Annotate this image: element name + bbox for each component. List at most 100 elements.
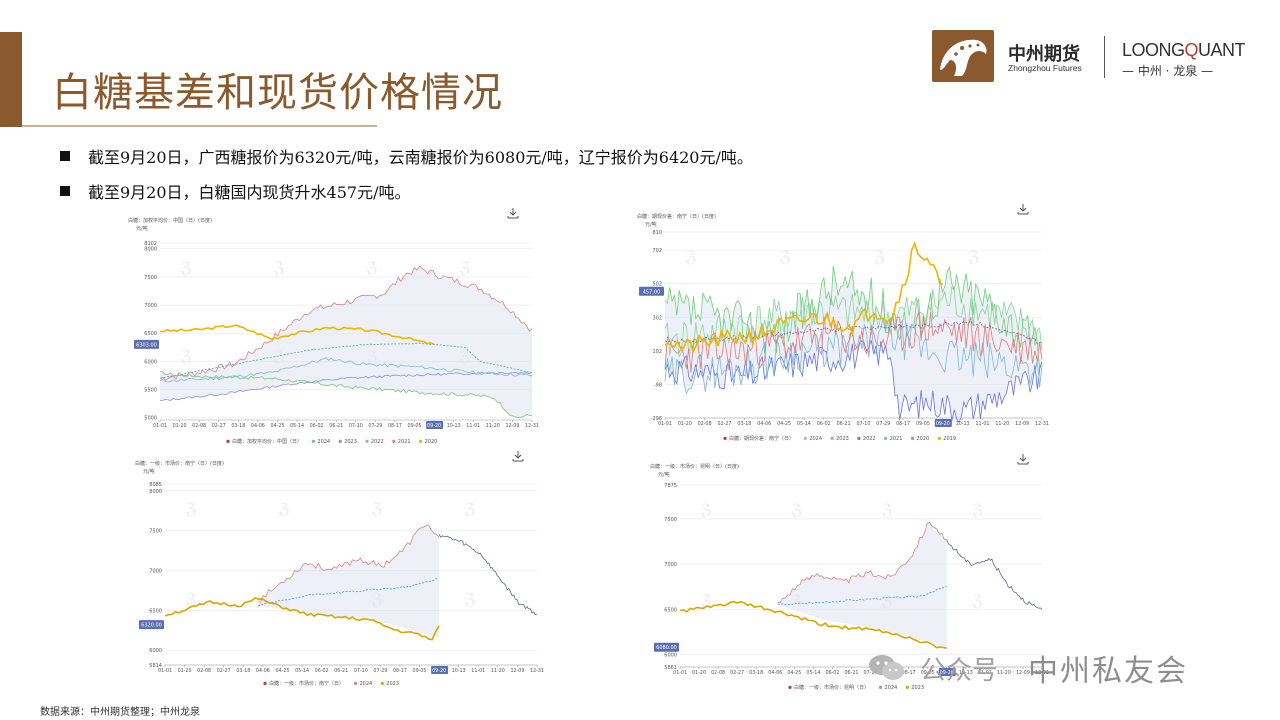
y-tick-label: 6500	[149, 608, 162, 614]
x-tick-label: 03-18	[236, 668, 250, 674]
chart-svg: 白糖：加权平均价：中国（日）(日度)元/吨ℨℨℨℨℨℨℨℨ81028000750…	[128, 208, 539, 445]
x-tick-label: 06-02	[310, 423, 324, 429]
bullet-square	[60, 151, 70, 161]
series-line-2024	[159, 324, 435, 345]
download-icon[interactable]	[1017, 204, 1029, 215]
watermark-label: 公众号	[920, 655, 999, 686]
series-line-2023	[777, 521, 947, 603]
x-tick-label: 03-18	[231, 423, 245, 429]
x-tick-label: 05-14	[290, 423, 304, 429]
wechat-icon	[868, 653, 906, 683]
x-tick-label: 07-10	[349, 423, 363, 429]
series-line-after	[946, 539, 1043, 610]
x-tick-label: 04-06	[251, 423, 265, 429]
legend-label[interactable]: 2022	[863, 436, 876, 442]
current-value-label: 6303.00	[136, 342, 157, 348]
bullet-text: 截至9月20日，白糖国内现货升水457元/吨。	[88, 183, 411, 202]
download-icon[interactable]	[507, 208, 519, 219]
legend-label[interactable]: 2023	[911, 685, 924, 691]
legend-label[interactable]: 白糖：一级：市场价：昆明（日）	[794, 684, 869, 691]
legend-marker[interactable]	[905, 685, 909, 689]
legend-marker[interactable]	[803, 436, 807, 440]
y-tick-label: 5000	[144, 416, 157, 422]
legend-marker[interactable]	[788, 685, 792, 689]
lq-part-q: Q	[1184, 40, 1199, 60]
x-tick-label: 01-20	[178, 668, 192, 674]
x-tick-label: 02-27	[212, 423, 226, 429]
x-tick-label: 12-09	[510, 668, 524, 674]
page-title: 白糖基差和现货价格情况	[52, 70, 503, 116]
legend-label[interactable]: 2024	[885, 685, 898, 691]
x-tick-label: 08-17	[902, 670, 916, 676]
x-tick-label: 11-01	[975, 421, 989, 427]
wechat-watermark: 公众号 中州私友会	[868, 646, 1188, 690]
current-date-badge	[426, 421, 444, 429]
legend-label[interactable]: 白糖：加权平均价：中国（日）	[232, 438, 302, 445]
legend-marker[interactable]	[311, 439, 315, 443]
download-icon[interactable]	[1017, 454, 1029, 465]
chart-weighted-avg-price: 白糖：加权平均价：中国（日）(日度)元/吨ℨℨℨℨℨℨℨℨ81028000750…	[120, 205, 540, 450]
legend-marker[interactable]	[263, 681, 267, 685]
x-tick-label: 11-20	[486, 423, 500, 429]
legend-marker[interactable]	[910, 436, 915, 440]
legend-marker[interactable]	[723, 436, 727, 440]
x-tick-label: 09-05	[408, 423, 422, 429]
legend-label[interactable]: 2019	[943, 436, 956, 442]
download-icon[interactable]	[512, 451, 524, 462]
legend-label[interactable]: 白糖：期现价差：南宁（日）	[729, 435, 794, 442]
legend-label[interactable]: 2021	[890, 436, 903, 442]
legend-label[interactable]: 2023	[344, 439, 357, 445]
legend-marker[interactable]	[857, 436, 861, 440]
loongquant-logo: LOONGQUANT	[1122, 40, 1246, 61]
legend-marker[interactable]	[878, 685, 883, 689]
chart-watermark-glyph: ℨ	[967, 247, 980, 266]
legend-marker[interactable]	[365, 439, 369, 443]
series-line-2020	[664, 265, 1043, 369]
legend-label[interactable]: 2020	[425, 439, 438, 445]
y-tick-label: 7000	[144, 303, 157, 309]
x-tick-label: 04-06	[768, 670, 782, 676]
data-source-note: 数据来源：中州期货整理；中州龙泉	[40, 707, 200, 718]
chart-basis-nanning: 白糖：期现价差：南宁（日）(日度)元/吨ℨℨℨℨℨℨℨℨ810702502302…	[625, 200, 1050, 450]
x-tick-label: 02-27	[718, 421, 732, 427]
legend-marker[interactable]	[392, 439, 396, 443]
legend-marker[interactable]	[830, 436, 834, 440]
legend-marker[interactable]	[380, 681, 384, 685]
legend-label[interactable]: 2022	[371, 439, 384, 445]
history-range-band	[777, 522, 947, 648]
x-tick-label: 09-20	[936, 421, 950, 427]
legend-label[interactable]: 2024	[809, 436, 822, 442]
legend-marker[interactable]	[419, 439, 423, 443]
legend-marker[interactable]	[353, 681, 358, 685]
y-tick-label: -298	[651, 416, 662, 422]
legend-label[interactable]: 白糖：一级：市场价：南宁（日）	[269, 680, 344, 687]
x-tick-label: 10-13	[956, 421, 970, 427]
y-tick-label: 302	[652, 315, 662, 321]
legend-label[interactable]: 2020	[917, 436, 930, 442]
legend-marker[interactable]	[884, 436, 888, 440]
chart-watermark-glyph: ℨ	[873, 247, 886, 266]
chart-watermark-glyph: ℨ	[365, 258, 378, 277]
legend-label[interactable]: 2023	[386, 681, 399, 687]
bullet-square	[60, 186, 70, 196]
legend-label[interactable]: 2021	[398, 439, 411, 445]
current-date-badge	[938, 668, 956, 676]
legend-marker[interactable]	[937, 436, 941, 440]
legend-label[interactable]: 2023	[836, 436, 849, 442]
logo-divider	[1104, 36, 1105, 78]
legend-label[interactable]: 2024	[317, 439, 330, 445]
chart-svg: 白糖：一级：市场价：南宁（日）(日度)元/吨ℨℨℨℨℨℨℨℨ8085800075…	[135, 451, 544, 687]
x-tick-label: 02-08	[711, 670, 725, 676]
x-tick-label: 11-20	[995, 421, 1009, 427]
x-tick-label: 11-01	[466, 423, 480, 429]
legend-marker[interactable]	[226, 439, 230, 443]
x-tick-label: 05-14	[295, 668, 309, 674]
legend-label[interactable]: 2024	[360, 681, 373, 687]
y-tick-label: 702	[652, 248, 662, 254]
legend-marker[interactable]	[338, 439, 342, 443]
bullet-2: 截至9月20日，白糖国内现货升水457元/吨。	[60, 179, 410, 203]
current-value-label: 6320.00	[141, 623, 162, 629]
chart-unit: 元/吨	[136, 225, 148, 232]
y-tick-label: 6500	[144, 331, 157, 337]
lq-part-a: LOONG	[1122, 40, 1185, 60]
